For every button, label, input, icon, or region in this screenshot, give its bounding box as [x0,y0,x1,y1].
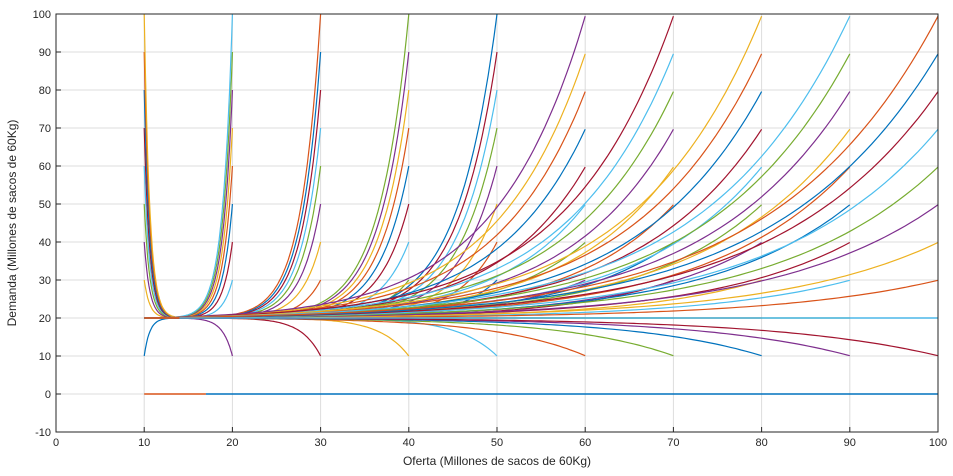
x-tick-label: 20 [226,437,238,449]
y-tick-label: 80 [39,85,51,97]
series-curves [143,13,939,395]
x-tick-label: 10 [138,437,150,449]
grid [55,13,939,433]
x-axis-label: Oferta (Millones de sacos de 60Kg) [403,454,591,468]
series-curve [144,53,586,319]
series-curve [144,16,586,319]
x-tick-label: 0 [53,437,59,449]
y-tick-label: 90 [39,47,51,59]
x-tick-label: 80 [755,437,767,449]
y-tick-label: 30 [39,275,51,287]
y-tick-label: 20 [39,313,51,325]
series-curve [144,317,762,357]
y-tick-label: 60 [39,161,51,173]
x-tick-label: 40 [403,437,415,449]
series-curve [144,317,410,357]
ticks: 0 10 20 30 40 50 60 70 80 90 100-10010203040506070… [33,9,948,449]
series-curve [143,317,215,357]
series-curve [143,51,215,319]
series-curve [144,128,763,319]
series-curve [144,91,939,319]
series-curve [144,15,763,319]
y-tick-label: 40 [39,237,51,249]
series-curve [144,53,763,319]
x-tick-label: 100 [929,437,947,449]
series-curve [144,203,410,319]
series-curve [143,127,215,319]
y-tick-label: -10 [35,427,51,439]
x-tick-label: 90 [844,437,856,449]
y-tick-label: 50 [39,199,51,211]
y-tick-label: 70 [39,123,51,135]
x-tick-label: 50 [491,437,503,449]
x-tick-label: 30 [314,437,326,449]
x-tick-label: 70 [667,437,679,449]
series-curve [144,53,939,319]
series-curve [144,15,939,319]
y-tick-label: 0 [45,389,51,401]
y-axis-label: Demanda (Millones de sacos de 60Kg) [5,120,19,327]
y-tick-label: 10 [39,351,51,363]
y-tick-label: 100 [33,9,51,21]
series-curve [144,317,233,357]
x-tick-label: 60 [579,437,591,449]
